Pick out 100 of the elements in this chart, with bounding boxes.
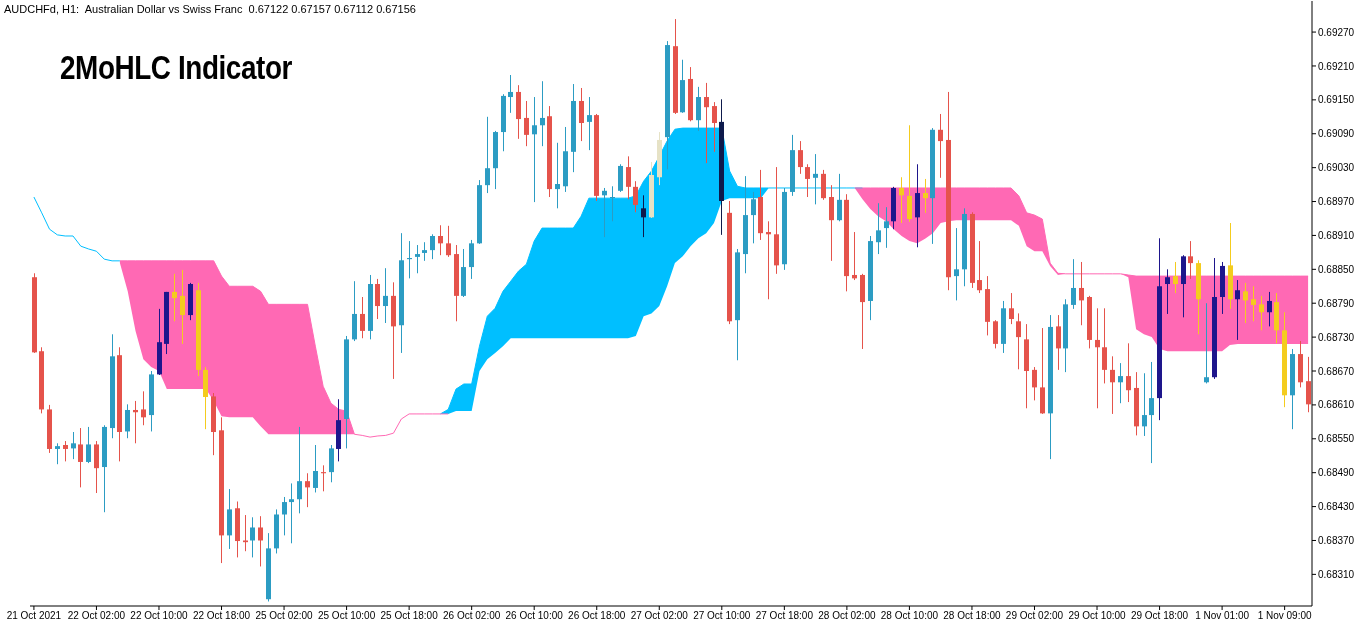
candlestick (884, 206, 889, 249)
candlestick (626, 155, 631, 200)
x-tick-label: 28 Oct 18:00 (943, 610, 1002, 622)
candlestick (532, 96, 537, 203)
candlestick (258, 515, 263, 567)
candlestick (907, 124, 912, 223)
y-tick-label: 0.68430 (1318, 501, 1355, 513)
x-tick-label: 25 Oct 02:00 (255, 610, 314, 622)
candlestick (1009, 292, 1014, 325)
x-tick-label: 29 Oct 10:00 (1068, 610, 1127, 622)
candlestick (524, 100, 529, 147)
y-tick-label: 0.68370 (1318, 535, 1355, 547)
candlestick (813, 153, 818, 205)
y-tick-label: 0.68910 (1318, 229, 1355, 241)
candlestick (243, 514, 248, 552)
candlestick (1102, 307, 1107, 384)
y-tick-label: 0.68670 (1318, 365, 1355, 377)
x-tick-label: 27 Oct 10:00 (693, 610, 751, 622)
candlestick (63, 440, 68, 462)
candlestick (78, 427, 83, 488)
y-tick-label: 0.69210 (1318, 60, 1355, 72)
candlestick (704, 82, 709, 164)
candlestick (1204, 302, 1209, 384)
candlestick (1016, 312, 1021, 370)
candlestick (1095, 307, 1100, 409)
x-tick-label: 22 Oct 02:00 (67, 610, 126, 622)
candlestick (125, 403, 130, 439)
x-tick-label: 29 Oct 18:00 (1130, 610, 1189, 622)
candlestick (1079, 261, 1084, 326)
candlestick (313, 444, 318, 493)
candlestick (977, 240, 982, 294)
candlestick (540, 80, 545, 147)
x-tick-label: 26 Oct 02:00 (443, 610, 501, 622)
candlestick (1126, 342, 1131, 403)
y-tick-label: 0.68310 (1318, 568, 1355, 580)
candlestick (1142, 372, 1147, 437)
candlestick (180, 269, 185, 345)
y-tick-label: 0.68610 (1318, 399, 1355, 411)
candlestick (1251, 285, 1256, 322)
y-tick-label: 0.68730 (1318, 331, 1355, 343)
candlestick (1056, 314, 1061, 371)
candlestick (1032, 366, 1037, 401)
candlestick (805, 163, 810, 198)
candlestick (1267, 291, 1272, 327)
candlestick (938, 113, 943, 179)
x-tick-label: 21 Oct 2021 (6, 610, 62, 622)
candlestick (1188, 240, 1193, 280)
x-tick-label: 27 Oct 02:00 (630, 610, 689, 622)
candlestick (282, 496, 287, 536)
x-tick-label: 28 Oct 10:00 (880, 610, 939, 622)
candlestick (712, 101, 717, 153)
y-tick-label: 0.69270 (1318, 26, 1355, 38)
x-tick-label: 29 Oct 02:00 (1005, 610, 1064, 622)
candlestick (469, 239, 474, 280)
candlestick (446, 225, 451, 258)
y-tick-label: 0.68970 (1318, 196, 1355, 208)
candlestick (1259, 295, 1264, 331)
candlestick (587, 96, 592, 151)
candlestick (141, 390, 146, 426)
candlestick (923, 178, 928, 214)
candlestick (94, 440, 99, 494)
candlestick (71, 431, 76, 460)
candlestick (993, 319, 998, 349)
x-tick-label: 28 Oct 02:00 (818, 610, 876, 622)
x-tick-label: 27 Oct 18:00 (755, 610, 814, 622)
y-tick-label: 0.68490 (1318, 467, 1355, 479)
x-tick-label: 26 Oct 18:00 (568, 610, 626, 622)
x-tick-label: 25 Oct 18:00 (380, 610, 439, 622)
candlestick (289, 482, 294, 544)
x-tick-label: 22 Oct 10:00 (130, 610, 189, 622)
candlestick (1235, 279, 1240, 341)
candlestick (329, 444, 334, 483)
candlestick (375, 278, 380, 320)
chart-subtitle: AUDCHFd, H1: Australian Dollar vs Swiss Franc 0.67122 0.67157 0.67112 0.67156 (4, 3, 416, 15)
candlestick (829, 184, 834, 262)
x-tick-label: 1 Nov 01:00 (1195, 610, 1250, 622)
candlestick (55, 442, 60, 465)
y-tick-label: 0.68550 (1318, 433, 1355, 445)
candlestick (751, 191, 756, 244)
candlestick (876, 202, 881, 255)
candlestick (696, 86, 701, 132)
y-tick-label: 0.69090 (1318, 128, 1355, 140)
candlestick (438, 224, 443, 256)
candlestick (133, 400, 138, 444)
candlestick (579, 87, 584, 142)
candlestick (250, 516, 255, 558)
candlestick (641, 194, 646, 238)
candlestick (360, 296, 365, 339)
candlestick (422, 241, 427, 262)
y-tick-label: 0.68790 (1318, 297, 1355, 309)
candlestick (86, 426, 91, 464)
candlestick (508, 74, 513, 114)
text: 2MoHLC Indicator (60, 48, 292, 87)
y-tick-label: 0.69150 (1318, 94, 1355, 106)
candlestick (1243, 282, 1248, 324)
candlestick (305, 472, 310, 508)
candlestick (798, 140, 803, 175)
candlestick (766, 220, 771, 300)
y-tick-label: 0.68850 (1318, 263, 1355, 275)
candlestick (1118, 362, 1123, 404)
